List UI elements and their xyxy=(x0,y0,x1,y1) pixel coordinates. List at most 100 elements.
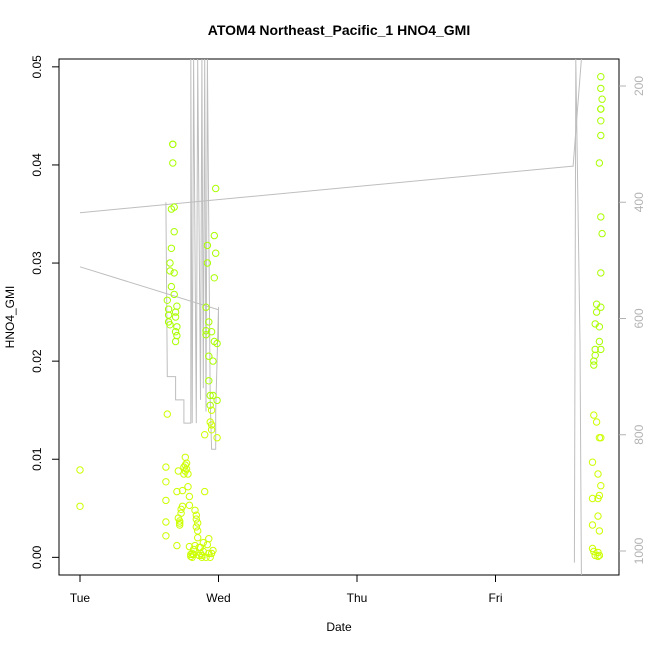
data-point xyxy=(598,95,606,103)
data-point xyxy=(595,323,604,331)
data-point xyxy=(206,391,214,400)
y2-tick-label: 200 xyxy=(632,76,646,96)
data-point xyxy=(588,458,597,466)
data-point xyxy=(207,328,216,336)
data-point xyxy=(170,228,178,236)
pressure-line-series xyxy=(79,58,582,576)
data-point xyxy=(173,487,181,496)
y-tick-label: 0.05 xyxy=(30,55,44,79)
data-point xyxy=(207,406,216,414)
data-point xyxy=(201,431,209,439)
data-point xyxy=(162,532,170,540)
pressure-line xyxy=(79,266,219,342)
data-point xyxy=(203,540,212,549)
data-point xyxy=(207,421,216,429)
data-point xyxy=(202,303,210,311)
data-point xyxy=(192,523,201,531)
x-tick-label: Wed xyxy=(206,591,230,605)
data-point xyxy=(167,244,176,253)
pressure-line xyxy=(165,58,219,450)
data-point xyxy=(202,327,210,335)
data-point xyxy=(597,105,605,113)
data-point xyxy=(591,351,599,359)
data-point xyxy=(170,290,178,299)
data-point xyxy=(181,461,190,469)
data-point xyxy=(597,482,605,490)
data-point xyxy=(597,117,605,125)
data-point xyxy=(178,502,187,510)
data-point xyxy=(210,231,219,240)
data-point xyxy=(185,492,194,501)
data-point xyxy=(595,337,604,346)
data-point xyxy=(597,131,605,140)
data-point xyxy=(166,321,174,329)
data-point xyxy=(174,467,183,475)
data-point xyxy=(203,259,212,267)
data-point xyxy=(595,527,604,535)
data-point xyxy=(590,361,598,369)
data-point xyxy=(588,521,597,529)
data-point xyxy=(202,553,210,561)
data-point xyxy=(171,313,180,321)
y2-axis: 200 400 600 800 1000 xyxy=(619,76,646,564)
y-tick-label: 0.00 xyxy=(30,545,44,569)
x-tick-label: Fri xyxy=(489,591,503,605)
data-point xyxy=(597,84,605,93)
data-point xyxy=(192,515,201,523)
data-point xyxy=(188,549,196,558)
data-point xyxy=(163,410,172,418)
data-point xyxy=(166,259,174,267)
data-point xyxy=(595,491,604,500)
data-point xyxy=(592,418,601,426)
data-point xyxy=(199,538,208,547)
data-point xyxy=(164,305,173,313)
data-point xyxy=(591,551,599,560)
y-tick-label: 0.04 xyxy=(30,153,44,177)
data-point xyxy=(164,311,173,319)
data-point xyxy=(598,229,606,238)
data-point xyxy=(205,535,213,543)
data-point xyxy=(177,509,185,517)
data-point xyxy=(194,519,202,527)
plot-frame xyxy=(58,58,620,576)
data-point xyxy=(212,184,220,193)
data-point xyxy=(595,159,604,167)
data-point xyxy=(590,547,598,556)
data-point xyxy=(173,541,181,550)
data-point xyxy=(212,249,220,257)
data-point xyxy=(167,282,176,291)
x-axis: Tue Wed Thu Fri xyxy=(70,575,503,605)
data-point xyxy=(205,318,213,326)
data-point xyxy=(184,483,192,491)
data-point xyxy=(162,496,170,505)
x-axis-label: Date xyxy=(326,620,352,634)
data-point xyxy=(205,377,213,385)
data-point xyxy=(173,302,181,310)
chart-title: ATOM4 Northeast_Pacific_1 HNO4_GMI xyxy=(208,22,470,38)
data-point xyxy=(171,337,180,346)
data-point xyxy=(209,391,217,400)
data-point xyxy=(178,486,187,495)
data-point xyxy=(169,140,177,149)
x-tick-label: Tue xyxy=(70,591,91,605)
y-tick-label: 0.02 xyxy=(30,349,44,373)
y2-tick-label: 1000 xyxy=(632,537,646,564)
data-point xyxy=(176,521,184,529)
data-point xyxy=(176,519,184,527)
data-point xyxy=(171,328,180,336)
data-point xyxy=(588,494,597,503)
data-point xyxy=(207,426,216,434)
data-point xyxy=(594,470,602,478)
data-point xyxy=(169,159,177,167)
pressure-line xyxy=(79,58,582,214)
data-point xyxy=(594,512,602,520)
data-point xyxy=(181,453,190,461)
data-point xyxy=(162,518,170,526)
data-point xyxy=(205,352,213,360)
y2-tick-label: 600 xyxy=(632,308,646,328)
data-point xyxy=(597,73,605,81)
data-point xyxy=(209,357,217,365)
data-point xyxy=(590,411,598,419)
data-point xyxy=(184,470,192,478)
data-point xyxy=(170,203,178,211)
